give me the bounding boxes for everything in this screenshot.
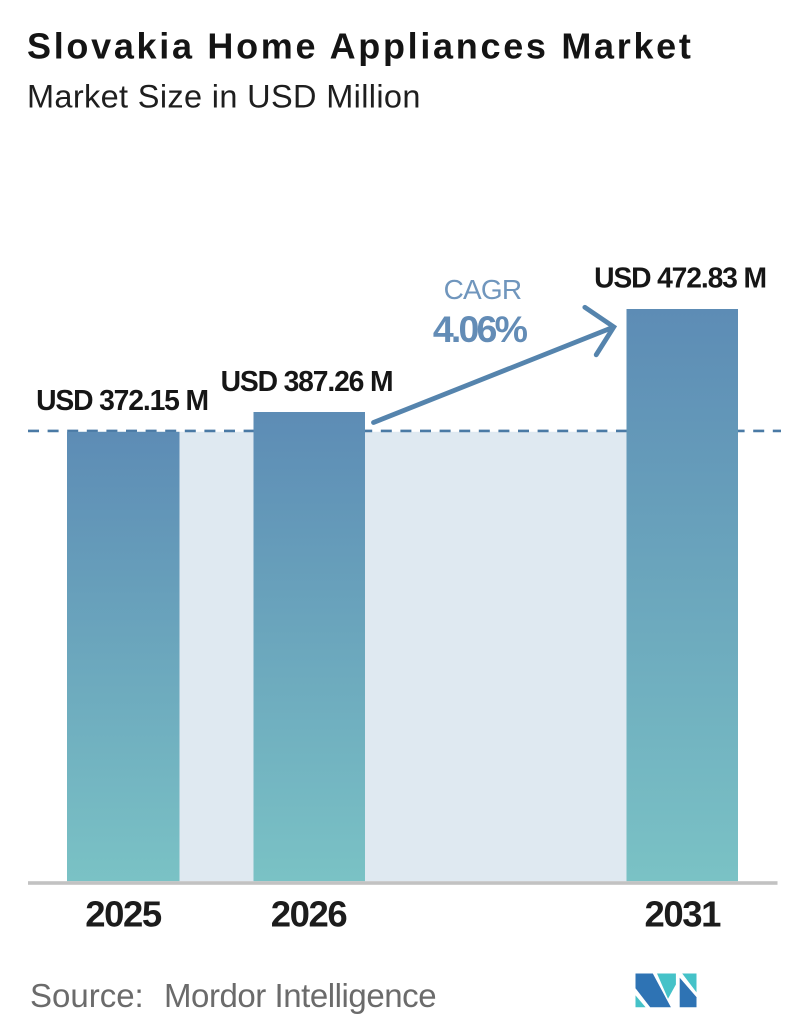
svg-text:2025: 2025 (85, 894, 162, 935)
svg-text:USD 372.15 M: USD 372.15 M (36, 384, 208, 416)
svg-text:Slovakia Home Appliances Marke: Slovakia Home Appliances Market (27, 25, 694, 66)
svg-text:4.06%: 4.06% (433, 308, 528, 350)
svg-text:Source:: Source: (30, 977, 144, 1014)
svg-text:USD 387.26 M: USD 387.26 M (221, 365, 393, 397)
svg-text:2026: 2026 (271, 894, 347, 935)
svg-text:Mordor Intelligence: Mordor Intelligence (164, 977, 436, 1014)
svg-text:2031: 2031 (644, 894, 721, 935)
svg-text:USD 472.83 M: USD 472.83 M (594, 262, 766, 294)
svg-text:Market Size in USD Million: Market Size in USD Million (27, 79, 421, 115)
svg-text:CAGR: CAGR (444, 274, 522, 305)
